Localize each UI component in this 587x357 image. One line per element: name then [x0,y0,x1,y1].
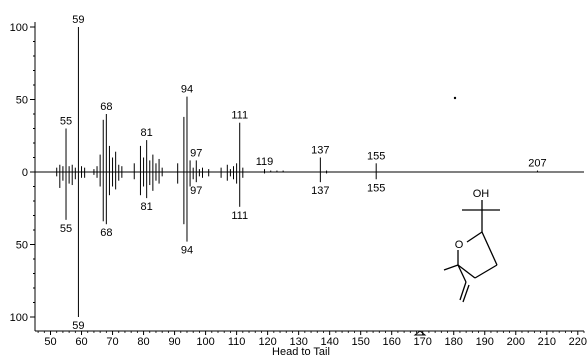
head-peak-label: 111 [231,110,248,122]
x-tick-label: 110 [228,336,246,348]
marker-icon [413,330,427,336]
y-tick-label: 50 [16,95,28,107]
x-tick-label: 210 [538,336,556,348]
x-tick-label: 90 [168,336,180,348]
x-tick-label: 70 [106,336,118,348]
tail-peak-label: 111 [231,210,248,222]
hydroxyl-label: OH [473,188,490,200]
ring-oxygen-label: O [455,239,464,251]
x-tick-label: 200 [507,336,525,348]
head-peak-label: 59 [72,14,84,26]
tail-peak-label: 155 [367,182,385,194]
x-tick-label: 130 [289,336,307,348]
bond [443,264,459,271]
tail-peak-label: 55 [60,223,72,235]
tail-peak-label: 97 [190,185,202,197]
x-tick-label: 160 [383,336,401,348]
head-peak-label: 119 [256,156,274,168]
x-tick-label: 180 [445,336,463,348]
x-tick-label: 190 [476,336,494,348]
x-tick-label: 80 [137,336,149,348]
x-tick-label: 50 [44,336,56,348]
peak-labels: 55 59 68 81 94 97 111 119 137 155 207 55 59 68 81 94 97 1… [60,14,547,332]
bond [457,264,476,279]
x-tick-label: 150 [351,336,369,348]
tail-peak-label: 94 [181,245,193,257]
x-tick-label: 120 [258,336,276,348]
tail-peak-label: 81 [141,201,153,213]
stray-dot [453,96,457,100]
peak-bars [56,27,538,317]
y-tick-label: 100 [10,22,28,34]
x-tick-label: 100 [196,336,214,348]
bond [474,264,498,279]
head-peak-label: 97 [190,147,202,159]
tail-peak-label: 137 [311,185,329,197]
bond [462,284,470,303]
bond [459,281,467,301]
x-tick-label: 170 [414,336,432,348]
head-peak-label: 81 [141,127,153,139]
tail-peak-label: 59 [72,320,84,332]
head-peak-label: 155 [367,150,385,162]
molecule-structure [443,200,500,303]
head-peak-label: 207 [528,158,546,170]
x-axis-title: Head to Tail [272,346,330,357]
axes: 100 50 0 50 100 50 60 70 80 90 100 110 120 130 140 150 1… [10,22,587,348]
bond [481,231,498,266]
x-tick-label: 140 [320,336,338,348]
head-peak-label: 94 [181,84,193,96]
y-tick-label: 100 [10,312,28,324]
x-tick-label: 220 [569,336,587,348]
head-peak-label: 68 [100,101,112,113]
y-tick-label: 50 [16,240,28,252]
bond [457,264,467,283]
head-peak-label: 55 [60,116,72,128]
x-tick-label: 60 [75,336,87,348]
y-tick-label: 0 [22,167,28,179]
bond [466,231,483,243]
head-peak-label: 137 [311,145,329,157]
tail-peak-label: 68 [100,227,112,239]
